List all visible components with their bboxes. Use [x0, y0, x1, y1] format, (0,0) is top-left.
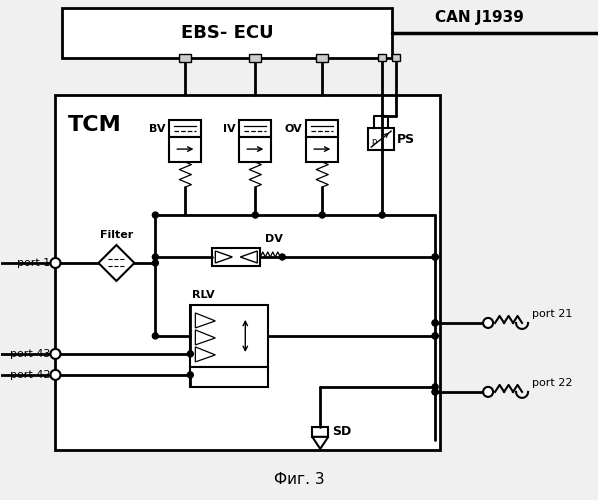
- Bar: [306, 137, 338, 162]
- Bar: [190, 367, 269, 387]
- Polygon shape: [312, 437, 328, 449]
- Polygon shape: [240, 251, 257, 263]
- Text: TCM: TCM: [68, 115, 121, 135]
- Bar: [62, 8, 392, 58]
- Text: port 1: port 1: [17, 258, 50, 268]
- Text: DV: DV: [266, 234, 283, 244]
- Circle shape: [319, 212, 325, 218]
- Text: PS: PS: [397, 132, 415, 145]
- Text: SD: SD: [332, 426, 352, 438]
- Circle shape: [379, 212, 385, 218]
- Circle shape: [279, 254, 285, 260]
- Circle shape: [432, 333, 438, 339]
- Text: OV: OV: [285, 124, 302, 134]
- Circle shape: [483, 387, 493, 397]
- Bar: [169, 120, 202, 137]
- Polygon shape: [196, 347, 215, 362]
- Text: IV: IV: [222, 124, 235, 134]
- Circle shape: [187, 351, 193, 357]
- Text: port 43: port 43: [10, 349, 50, 359]
- Bar: [249, 54, 261, 62]
- Circle shape: [432, 389, 438, 395]
- Circle shape: [483, 318, 493, 328]
- Text: Filter: Filter: [100, 230, 133, 240]
- Circle shape: [152, 212, 158, 218]
- Bar: [239, 120, 271, 137]
- Polygon shape: [196, 330, 215, 345]
- Circle shape: [432, 320, 438, 326]
- Circle shape: [50, 370, 60, 380]
- Text: EBS- ECU: EBS- ECU: [181, 24, 274, 42]
- Bar: [378, 54, 386, 61]
- Text: BV: BV: [149, 124, 166, 134]
- Circle shape: [432, 320, 438, 326]
- Bar: [316, 54, 328, 62]
- Polygon shape: [215, 251, 232, 263]
- Circle shape: [152, 254, 158, 260]
- Polygon shape: [99, 245, 135, 281]
- Circle shape: [152, 333, 158, 339]
- Text: Фиг. 3: Фиг. 3: [274, 472, 325, 488]
- Text: RLV: RLV: [193, 290, 215, 300]
- Circle shape: [252, 212, 258, 218]
- Circle shape: [432, 254, 438, 260]
- Text: port 21: port 21: [532, 309, 572, 319]
- Bar: [179, 54, 191, 62]
- Polygon shape: [196, 313, 215, 328]
- Bar: [212, 248, 260, 266]
- Bar: [190, 305, 269, 367]
- Text: p: p: [371, 137, 377, 146]
- Bar: [312, 427, 328, 437]
- Circle shape: [152, 260, 158, 266]
- Circle shape: [50, 349, 60, 359]
- Circle shape: [432, 254, 438, 260]
- Text: port 42: port 42: [10, 370, 50, 380]
- Bar: [169, 137, 202, 162]
- Circle shape: [432, 389, 438, 395]
- Circle shape: [432, 384, 438, 390]
- Bar: [368, 128, 394, 150]
- Circle shape: [432, 333, 438, 339]
- Text: port 22: port 22: [532, 378, 572, 388]
- Bar: [306, 120, 338, 137]
- Bar: [392, 54, 400, 61]
- Text: CAN J1939: CAN J1939: [435, 10, 524, 25]
- Bar: [56, 95, 440, 450]
- Bar: [239, 137, 271, 162]
- Circle shape: [50, 258, 60, 268]
- Circle shape: [187, 372, 193, 378]
